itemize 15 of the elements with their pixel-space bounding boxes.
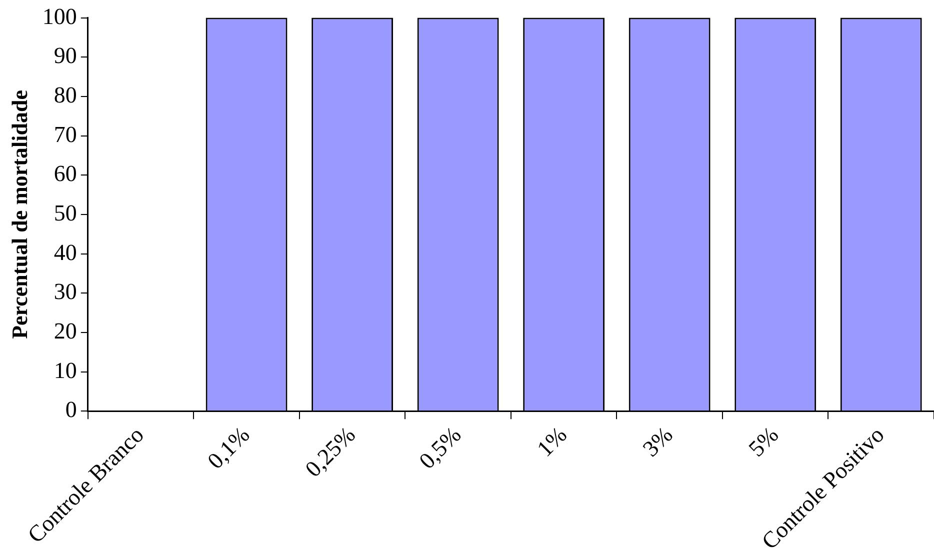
y-tick-label: 80 [54,82,77,108]
y-tick-label: 0 [65,397,77,422]
y-tick-label: 10 [54,358,77,383]
y-tick-label: 40 [54,240,77,265]
x-tick-label: 1% [532,422,572,462]
y-tick-label: 20 [54,318,77,344]
y-tick-label: 30 [54,279,77,304]
x-tick-label: 5% [744,422,784,462]
y-tick-label: 70 [54,122,77,147]
x-tick-label: 3% [638,422,678,462]
y-tick-label: 60 [54,161,77,186]
y-tick-label: 90 [54,43,77,68]
y-tick-label: 100 [42,4,77,29]
y-tick-label: 50 [54,200,77,226]
y-axis-title: Percentual de mortalidade [6,90,32,339]
